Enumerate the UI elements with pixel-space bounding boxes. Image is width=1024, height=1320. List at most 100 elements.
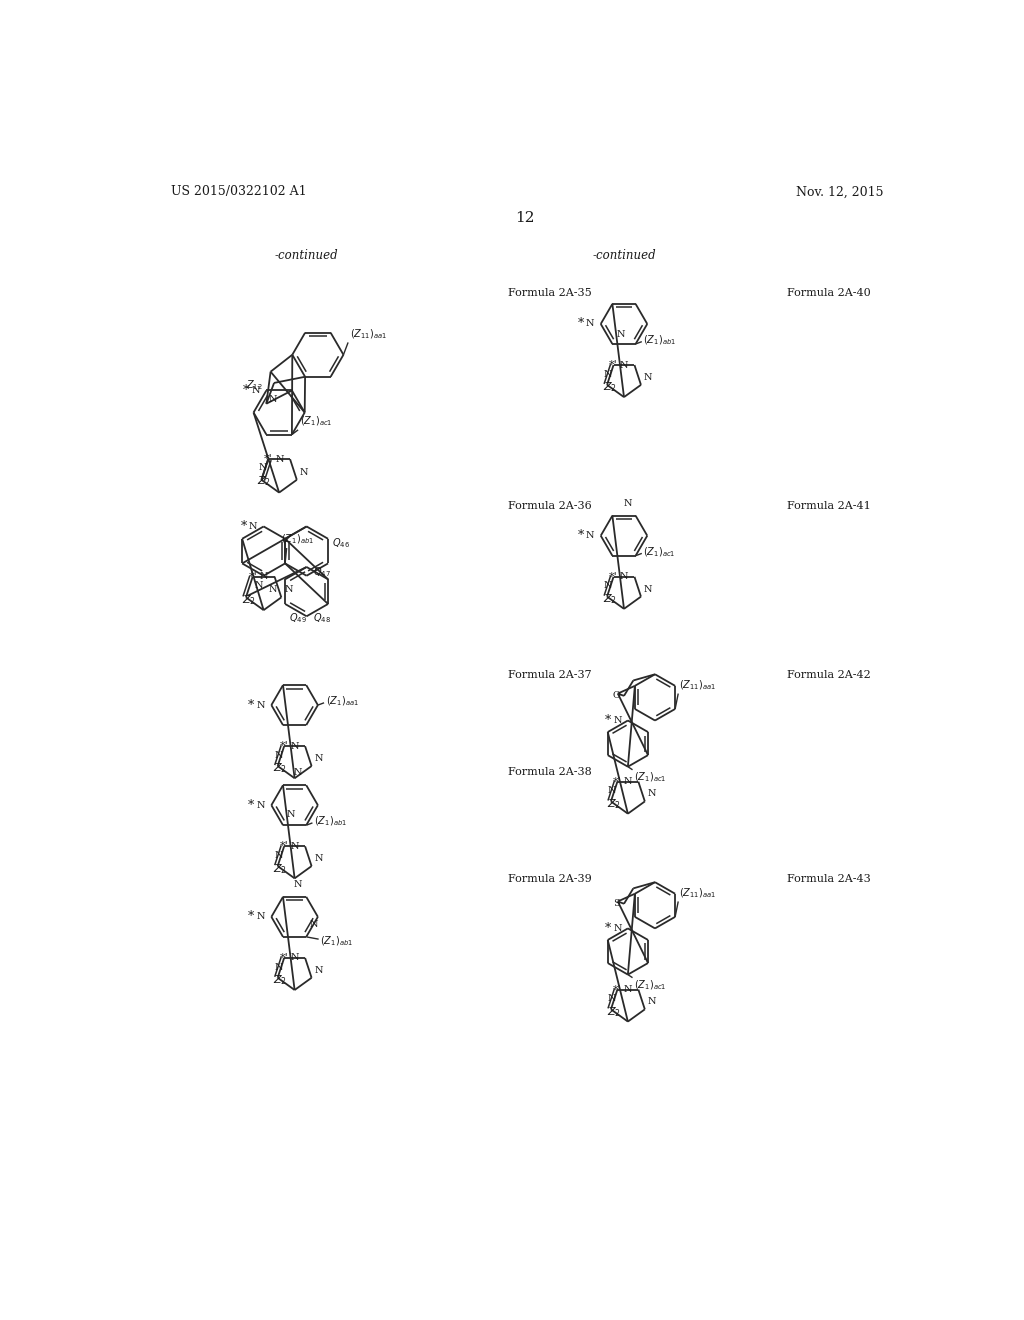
Text: $(Z_{11})_{aa1}$: $(Z_{11})_{aa1}$ [349,327,387,341]
Text: N: N [257,912,265,921]
Text: $(Z_1)_{ab1}$: $(Z_1)_{ab1}$ [282,533,314,546]
Text: $Z_2$: $Z_2$ [603,380,616,395]
Text: *': *' [249,572,257,582]
Text: $(Z_1)_{ac1}$: $(Z_1)_{ac1}$ [634,978,667,993]
Text: N: N [291,842,299,851]
Text: *: * [248,799,254,812]
Text: *': *' [280,953,288,964]
Text: N: N [269,585,278,594]
Text: $(Z_1)_{ac1}$: $(Z_1)_{ac1}$ [634,771,667,784]
Text: $(Z_1)_{ab1}$: $(Z_1)_{ab1}$ [321,935,353,948]
Text: O: O [612,692,621,701]
Text: N: N [648,997,656,1006]
Text: *: * [604,921,611,935]
Text: N: N [294,768,302,777]
Text: Nov. 12, 2015: Nov. 12, 2015 [796,185,884,198]
Text: N: N [257,801,265,809]
Text: N: N [254,581,263,590]
Text: Formula 2A-38: Formula 2A-38 [508,767,592,776]
Text: N: N [300,467,308,477]
Text: Formula 2A-43: Formula 2A-43 [786,874,870,884]
Text: *: * [604,714,611,727]
Text: $Z_2$: $Z_2$ [273,862,288,875]
Text: N: N [291,742,299,751]
Text: $Q_{49}$: $Q_{49}$ [289,611,307,626]
Text: *: * [243,384,249,397]
Text: *': *' [280,841,288,851]
Text: *: * [578,529,584,543]
Text: Formula 2A-42: Formula 2A-42 [786,671,870,680]
Text: N: N [620,573,629,581]
Text: 12: 12 [515,211,535,224]
Text: N: N [309,920,317,929]
Text: N: N [274,962,283,972]
Text: N: N [644,372,652,381]
Text: *: * [248,698,254,711]
Text: N: N [624,985,632,994]
Text: N: N [291,953,299,962]
Text: N: N [314,754,324,763]
Text: N: N [314,966,324,974]
Text: N: N [624,777,632,787]
Text: N: N [285,585,293,594]
Text: N: N [314,854,324,863]
Text: *: * [241,520,247,533]
Text: *': *' [608,572,617,582]
Text: Formula 2A-40: Formula 2A-40 [786,288,870,298]
Text: $Z_{12}$: $Z_{12}$ [246,379,262,392]
Text: N: N [624,499,633,508]
Text: $(Z_1)_{ab1}$: $(Z_1)_{ab1}$ [314,814,347,828]
Text: N: N [294,880,302,890]
Text: N: N [252,385,260,395]
Text: *: * [248,911,254,924]
Text: $Z_2$: $Z_2$ [606,797,621,810]
Text: N: N [260,572,268,581]
Text: US 2015/0322102 A1: US 2015/0322102 A1 [171,185,306,198]
Text: N: N [616,330,625,339]
Text: N: N [274,851,283,859]
Text: *': *' [608,360,617,370]
Text: N: N [613,715,622,725]
Text: N: N [274,751,283,760]
Text: N: N [607,787,615,795]
Text: $(Z_{11})_{aa1}$: $(Z_{11})_{aa1}$ [679,678,717,692]
Text: $(Z_1)_{aa1}$: $(Z_1)_{aa1}$ [326,694,358,708]
Text: $(Z_1)_{ab1}$: $(Z_1)_{ab1}$ [643,334,677,347]
Text: N: N [275,454,284,463]
Text: N: N [603,370,612,379]
Text: N: N [268,396,278,404]
Text: $Z_2$: $Z_2$ [273,973,288,987]
Text: N: N [603,581,612,590]
Text: N: N [644,585,652,594]
Text: $Z_2$: $Z_2$ [273,762,288,775]
Text: Formula 2A-35: Formula 2A-35 [508,288,592,298]
Text: N: N [586,319,595,329]
Text: Formula 2A-39: Formula 2A-39 [508,874,592,884]
Text: *': *' [612,985,622,994]
Text: N: N [607,994,615,1003]
Text: N: N [286,810,295,818]
Text: -continued: -continued [592,249,655,263]
Text: $(Z_1)_{ac1}$: $(Z_1)_{ac1}$ [300,414,332,429]
Text: $Z_2$: $Z_2$ [242,594,256,607]
Text: N: N [257,701,265,710]
Text: N: N [620,360,629,370]
Text: $(Z_1)_{ac1}$: $(Z_1)_{ac1}$ [643,545,676,558]
Text: N: N [613,924,622,933]
Text: *': *' [264,454,273,465]
Text: S: S [613,899,621,908]
Text: Formula 2A-41: Formula 2A-41 [786,502,870,511]
Text: $Q_{46}$: $Q_{46}$ [332,536,350,549]
Text: Formula 2A-37: Formula 2A-37 [508,671,592,680]
Text: *': *' [280,742,288,751]
Text: $Z_2$: $Z_2$ [603,593,616,606]
Text: N: N [249,521,257,531]
Text: $Q_{47}$: $Q_{47}$ [312,565,331,578]
Text: N: N [586,531,595,540]
Text: *: * [578,317,584,330]
Text: N: N [648,789,656,799]
Text: Formula 2A-36: Formula 2A-36 [508,502,592,511]
Text: -continued: -continued [274,249,338,263]
Text: $(Z_{11})_{aa1}$: $(Z_{11})_{aa1}$ [679,886,717,900]
Text: $Q_{48}$: $Q_{48}$ [312,611,331,626]
